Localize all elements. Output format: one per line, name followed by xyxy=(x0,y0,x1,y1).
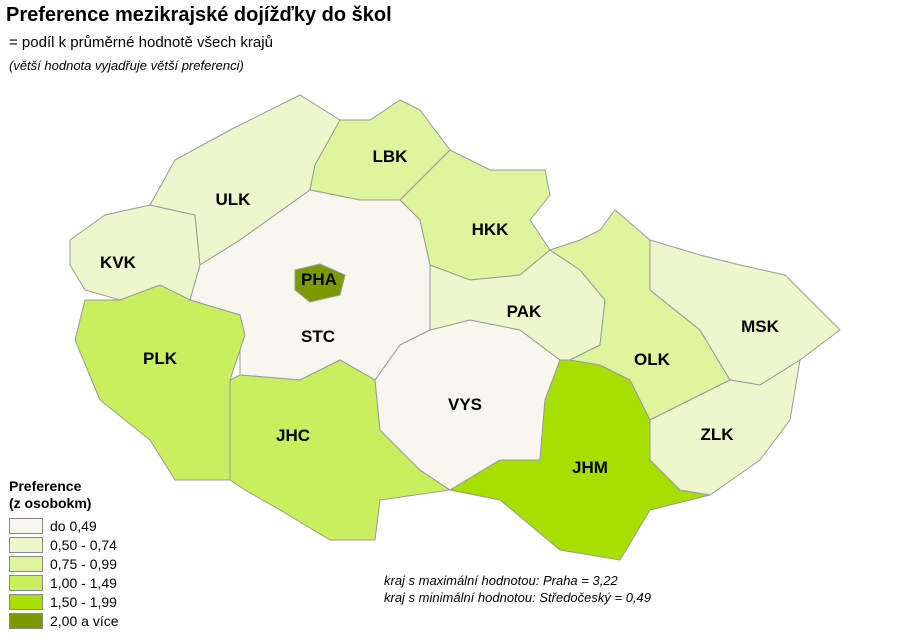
legend-label: 2,00 a více xyxy=(50,612,119,629)
region-msk xyxy=(649,239,841,386)
legend-item: 2,00 a více xyxy=(9,611,119,630)
legend-swatch xyxy=(9,517,43,534)
note-max: kraj s maximální hodnotou: Praha = 3,22 xyxy=(384,573,618,588)
legend-swatch xyxy=(9,555,43,572)
map-subtitle-note: (větší hodnota vyjadřuje větší preferenc… xyxy=(9,58,244,73)
notes: kraj s maximální hodnotou: Praha = 3,22 … xyxy=(384,572,651,606)
legend-label: 1,50 - 1,99 xyxy=(50,593,117,610)
legend-swatch xyxy=(9,593,43,610)
legend-label: do 0,49 xyxy=(50,517,97,534)
legend-unit: (z osobokm) xyxy=(9,495,92,511)
region-label-vys: VYS xyxy=(448,395,482,414)
legend-item: 1,50 - 1,99 xyxy=(9,592,119,611)
map-title: Preference mezikrajské dojížďky do škol xyxy=(6,4,392,26)
region-label-jhm: JHM xyxy=(572,458,608,477)
region-label-plk: PLK xyxy=(143,349,178,368)
region-label-kvk: KVK xyxy=(100,253,137,272)
region-jhc xyxy=(229,359,452,541)
legend: Preference (z osobokm) do 0,49 0,50 - 0,7… xyxy=(9,478,119,630)
legend-label: 0,50 - 0,74 xyxy=(50,536,117,553)
legend-swatch xyxy=(9,574,43,591)
region-pha xyxy=(294,263,346,303)
legend-item: do 0,49 xyxy=(9,516,119,535)
region-label-stc: STC xyxy=(301,327,335,346)
legend-item: 1,00 - 1,49 xyxy=(9,573,119,592)
region-label-ulk: ULK xyxy=(216,190,252,209)
region-label-olk: OLK xyxy=(634,350,671,369)
note-min: kraj s minimální hodnotou: Středočeský =… xyxy=(384,590,652,605)
legend-item: 0,75 - 0,99 xyxy=(9,554,119,573)
map-subtitle: = podíl k průměrné hodnotě všech krajů xyxy=(9,34,273,51)
region-label-zlk: ZLK xyxy=(700,425,734,444)
region-label-pha: PHA xyxy=(301,270,337,289)
region-label-hkk: HKK xyxy=(472,220,510,239)
region-label-msk: MSK xyxy=(741,317,780,336)
region-label-lbk: LBK xyxy=(373,147,409,166)
region-label-pak: PAK xyxy=(507,302,542,321)
legend-swatch xyxy=(9,612,43,629)
legend-title: Preference xyxy=(9,478,82,494)
region-label-jhc: JHC xyxy=(276,426,310,445)
legend-label: 1,00 - 1,49 xyxy=(50,574,117,591)
legend-label: 0,75 - 0,99 xyxy=(50,555,117,572)
region-zlk xyxy=(649,358,801,496)
legend-item: 0,50 - 0,74 xyxy=(9,535,119,554)
region-plk xyxy=(74,284,246,481)
legend-swatch xyxy=(9,536,43,553)
